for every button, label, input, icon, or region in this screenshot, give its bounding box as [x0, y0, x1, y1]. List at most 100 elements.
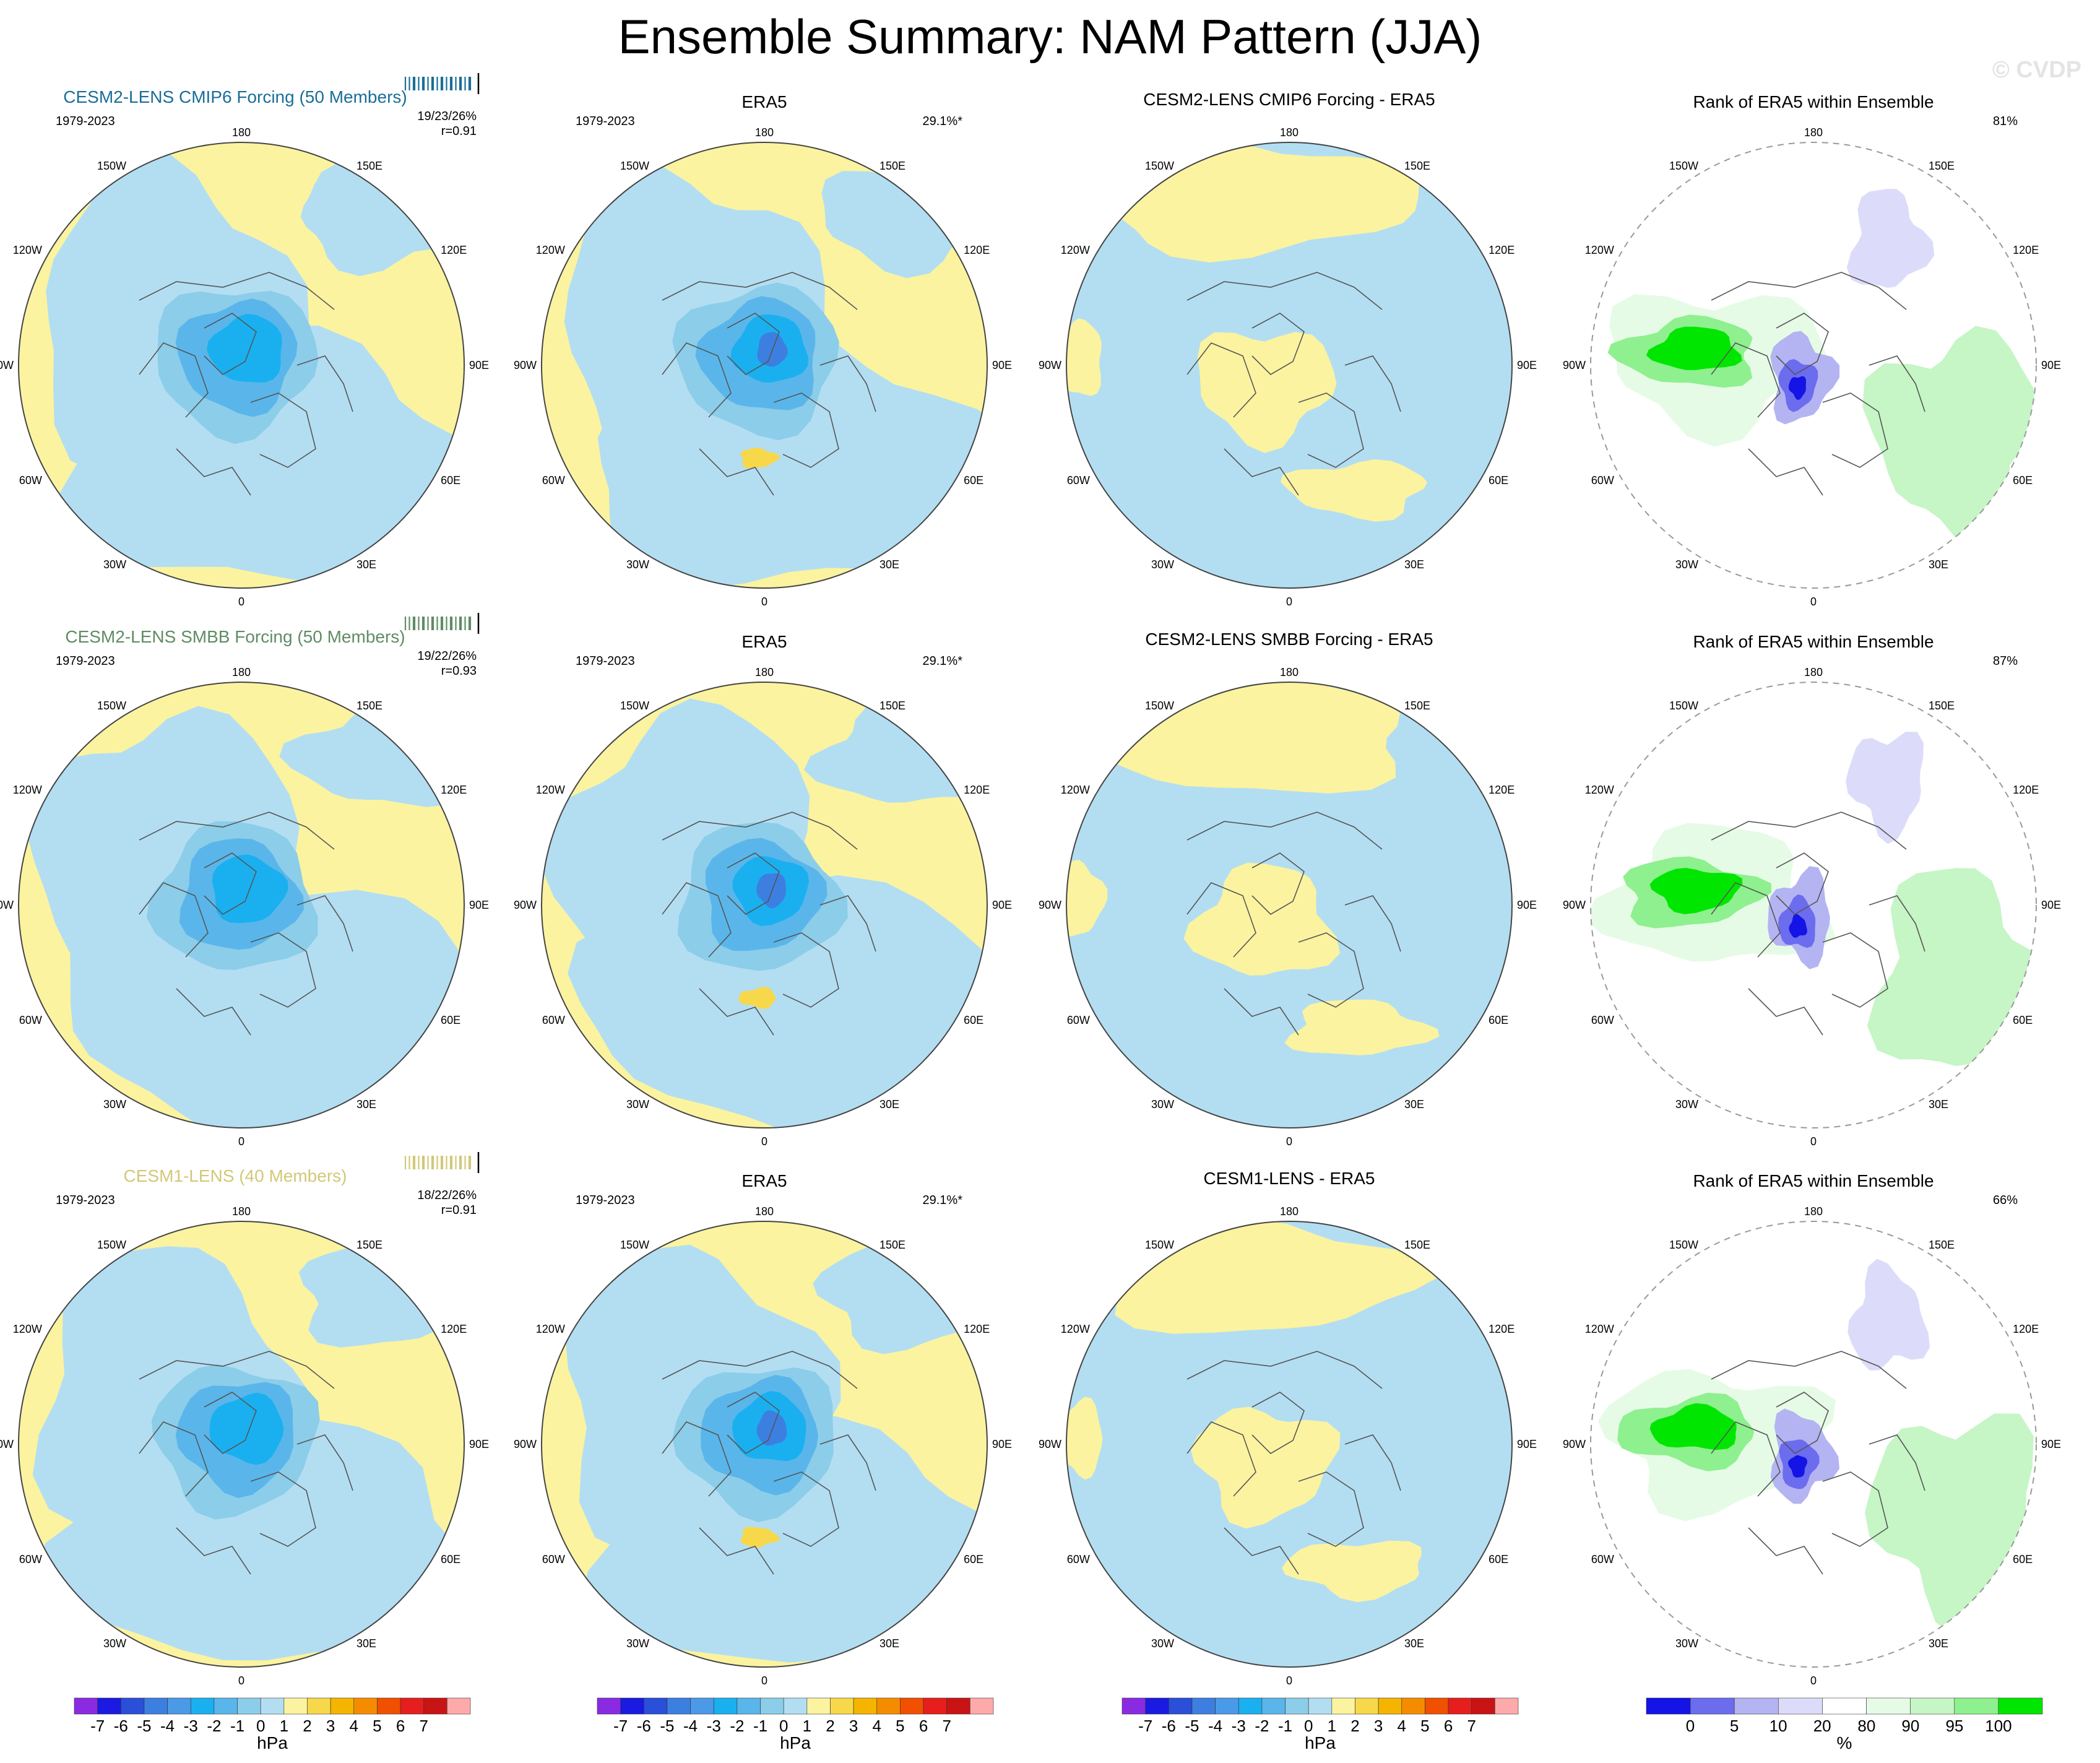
coastline: [699, 448, 774, 496]
colorbar-swatch: [400, 1697, 425, 1715]
colorbar-tick-label: -6: [1162, 1717, 1176, 1735]
lon-label: 150E: [1404, 1239, 1430, 1251]
colorbar-swatch: [353, 1697, 378, 1715]
ensemble-title: CESM2-LENS CMIP6 Forcing (50 Members): [63, 87, 407, 106]
panel-ensemble-row-2: 180 0 90W 90E 150W 120W 150E 120E 60W 30W 30E 60E: [0, 666, 489, 1148]
coastline: [819, 355, 876, 412]
colorbar-swatch: [1778, 1697, 1823, 1715]
coastline: [1711, 272, 1907, 310]
obs-title: ERA5: [741, 632, 787, 651]
colorbar-swatch: [1285, 1697, 1309, 1715]
obs-title: ERA5: [741, 1171, 787, 1190]
lon-label-180: 180: [1804, 126, 1823, 139]
rank-region-20: [1847, 1258, 1930, 1371]
coastline: [1711, 882, 1781, 958]
colorbar-tick-label: -5: [1185, 1717, 1199, 1735]
colorbar-tick-label: -2: [1255, 1717, 1269, 1735]
lon-label: 150E: [1929, 1239, 1955, 1251]
colorbar-swatch: [1378, 1697, 1402, 1715]
lon-label-90w: 90W: [514, 1438, 537, 1450]
lon-label: 120E: [964, 784, 990, 796]
field-positive-region: [1183, 862, 1340, 976]
colorbar-tick-label: -4: [1208, 1717, 1222, 1735]
lon-label: 30W: [626, 1637, 649, 1650]
coastline: [819, 1434, 876, 1491]
colorbar-swatch: [1734, 1697, 1779, 1715]
field-positive-region: [740, 1527, 780, 1548]
colorbar-tick-label: 5: [896, 1717, 904, 1735]
lon-label: 30W: [103, 1637, 126, 1650]
lon-label: 30E: [879, 1098, 899, 1111]
lon-label: 60W: [19, 1553, 42, 1566]
lon-label: 60W: [1591, 1014, 1614, 1026]
coastline: [1298, 932, 1364, 1008]
colorbar-swatch: [1145, 1697, 1169, 1715]
colorbar-swatch: [1401, 1697, 1425, 1715]
colorbar-tick-label: 2: [1350, 1717, 1359, 1735]
lon-label: 120W: [1585, 784, 1614, 796]
panel-obs-row-1: 180 0 90W 90E 150W 120W 150E 120E 60W 30W 30E 60E: [514, 126, 1012, 608]
colorbar-swatch: [1425, 1697, 1449, 1715]
coastline: [1224, 1527, 1299, 1575]
lon-label: 120W: [1061, 244, 1090, 256]
colorbar-swatch: [377, 1697, 401, 1715]
rank-region-0: [1787, 1455, 1807, 1478]
lon-label: 30E: [1929, 1637, 1948, 1650]
coastline: [1748, 1527, 1823, 1575]
panel-obs-row-3: 180 0 90W 90E 150W 120W 150E 120E 60W 30W 30E 60E: [514, 1205, 1012, 1687]
map-boundary: [1066, 142, 1513, 589]
colorbar-tick-label: -6: [637, 1717, 651, 1735]
colorbar-swatch: [167, 1697, 191, 1715]
colorbar-swatch: [760, 1697, 784, 1715]
lon-label: 60E: [441, 474, 460, 487]
colorbar-swatch: [783, 1697, 808, 1715]
lon-label-90w: 90W: [514, 359, 537, 371]
lon-label-90e: 90E: [1517, 359, 1537, 371]
colorbar-swatch: [1954, 1697, 1999, 1715]
ensemble-title: CESM1-LENS (40 Members): [124, 1166, 347, 1185]
lon-label-0: 0: [761, 1135, 767, 1148]
lon-label: 30W: [626, 558, 649, 571]
lon-label-90w: 90W: [0, 1438, 14, 1450]
obs-period: 1979-2023: [576, 654, 635, 668]
panel-field: [1066, 682, 1512, 1128]
coastline: [1298, 1471, 1364, 1547]
colorbar-tick-label: 5: [373, 1717, 381, 1735]
colorbar-tick-label: 4: [1398, 1717, 1406, 1735]
lon-label-90w: 90W: [1039, 899, 1061, 911]
colorbar-swatch: [1822, 1697, 1867, 1715]
lon-label: 60E: [1489, 474, 1508, 487]
lon-label: 150W: [620, 160, 649, 172]
coastline: [1344, 1434, 1401, 1491]
lon-label-0: 0: [1810, 1674, 1817, 1687]
colorbar-tick-label: 2: [826, 1717, 834, 1735]
colorbar-tick-label: -2: [207, 1717, 221, 1735]
colorbar-tick-label: -2: [730, 1717, 744, 1735]
lon-label-0: 0: [238, 1674, 244, 1687]
lon-label: 150W: [1145, 160, 1174, 172]
obs-title: ERA5: [741, 92, 787, 111]
colorbar-tick-label: 1: [1328, 1717, 1336, 1735]
coastline: [1224, 448, 1299, 496]
lon-label-90w: 90W: [1039, 359, 1061, 371]
obs-period: 1979-2023: [576, 1193, 635, 1207]
panel-diff-row-1: 180 0 90W 90E 150W 120W 150E 120E 60W 30W 30E 60E: [1039, 126, 1537, 608]
diff-title: CESM1-LENS - ERA5: [1204, 1169, 1375, 1188]
colorbar-tick-label: -4: [683, 1717, 698, 1735]
lon-label-90e: 90E: [1517, 1438, 1537, 1450]
lon-label: 30E: [1929, 1098, 1948, 1111]
rank-region-20: [1846, 732, 1924, 844]
lon-label: 30W: [1151, 558, 1174, 571]
coastline: [1251, 313, 1305, 376]
lon-label: 120E: [1489, 784, 1515, 796]
lon-label-180: 180: [232, 126, 251, 139]
coastline: [1251, 1392, 1305, 1455]
lon-label: 120E: [441, 1323, 467, 1335]
lon-label-90e: 90E: [992, 1438, 1012, 1450]
coastline: [1186, 1351, 1383, 1389]
rank-title: Rank of ERA5 within Ensemble: [1693, 632, 1934, 651]
colorbar-swatch: [97, 1697, 121, 1715]
coastline: [176, 988, 251, 1036]
rank-title: Rank of ERA5 within Ensemble: [1693, 92, 1934, 111]
coastline: [699, 1527, 774, 1575]
